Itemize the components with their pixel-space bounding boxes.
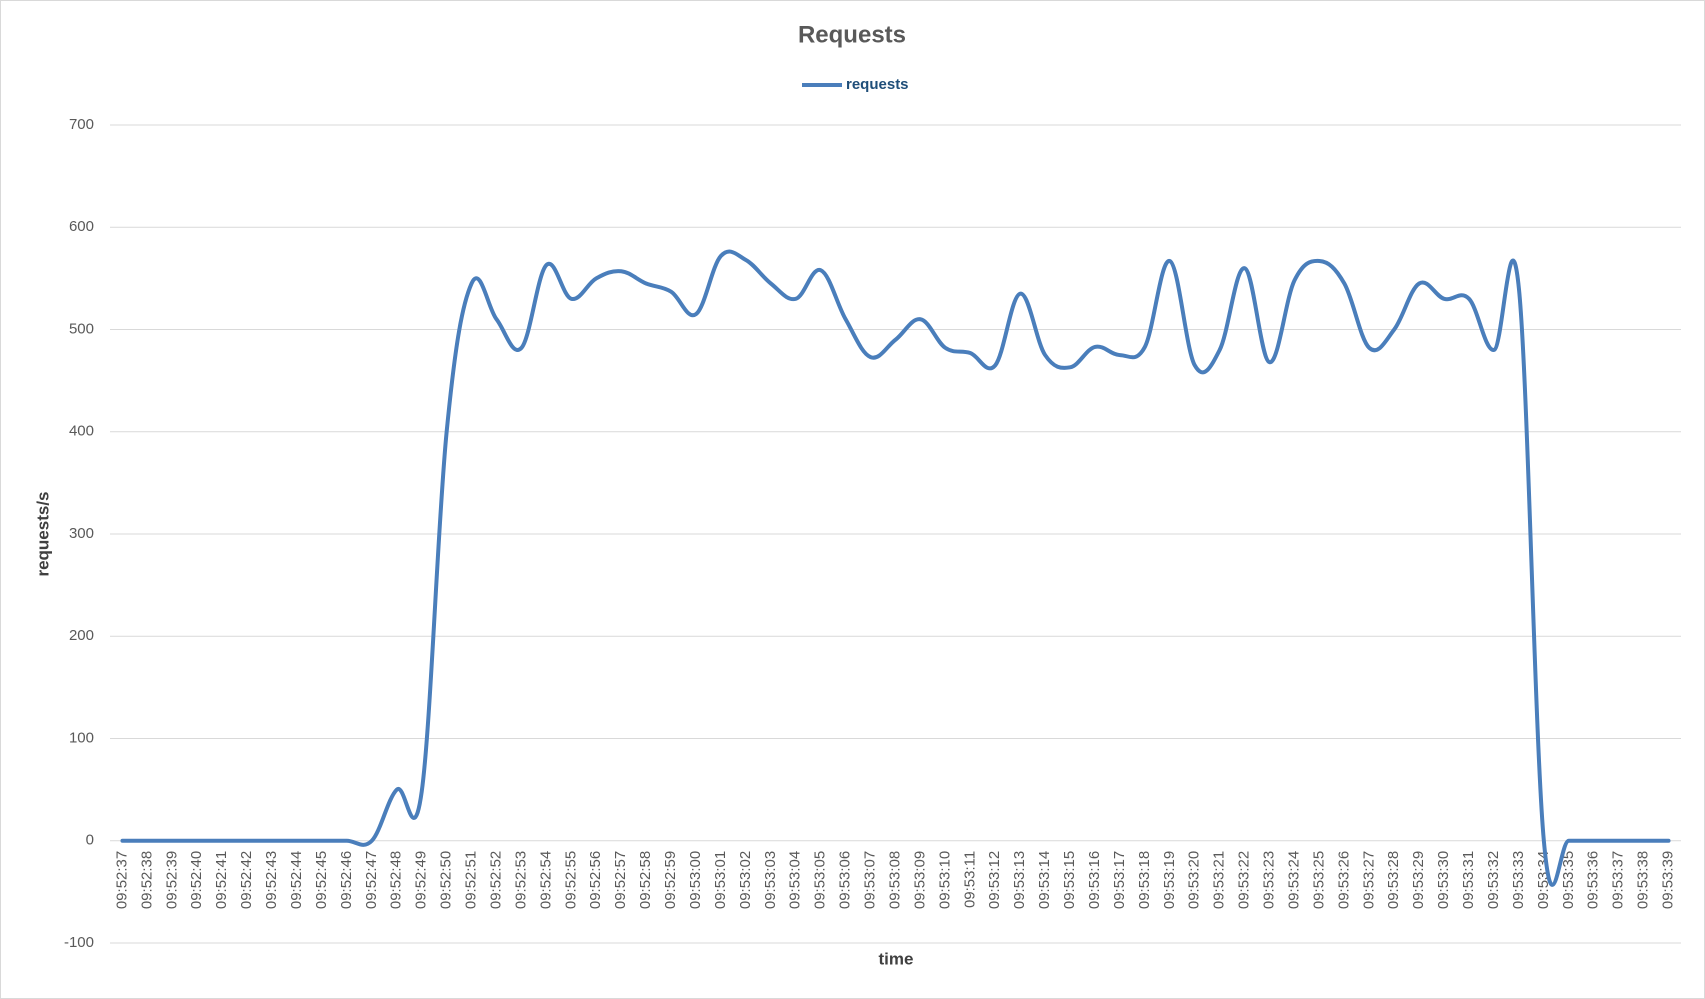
x-tick-label: 09:53:01 [712, 851, 729, 909]
x-tick-label: 09:52:52 [487, 851, 504, 909]
x-tick-label: 09:53:08 [886, 851, 903, 909]
legend-label: requests [846, 76, 909, 93]
y-tick-label: 700 [69, 116, 94, 133]
x-tick-label: 09:53:14 [1036, 851, 1053, 909]
x-tick-label: 09:53:06 [837, 851, 854, 909]
x-tick-label: 09:53:12 [986, 851, 1003, 909]
x-tick-label: 09:52:48 [388, 851, 405, 909]
x-tick-label: 09:53:39 [1660, 851, 1677, 909]
x-tick-label: 09:52:37 [113, 851, 130, 909]
x-tick-label: 09:52:40 [188, 851, 205, 909]
line-series [120, 249, 1671, 887]
x-tick-label: 09:52:47 [363, 851, 380, 909]
x-tick-label: 09:52:58 [637, 851, 654, 909]
x-tick-label: 09:52:53 [512, 851, 529, 909]
x-tick-label: 09:53:19 [1161, 851, 1178, 909]
x-tick-label: 09:52:54 [537, 851, 554, 909]
x-tick-label: 09:53:37 [1610, 851, 1627, 909]
x-tick-label: 09:53:15 [1061, 851, 1078, 909]
x-tick-label: 09:53:22 [1236, 851, 1253, 909]
x-tick-label: 09:53:16 [1086, 851, 1103, 909]
x-tick-label: 09:52:55 [562, 851, 579, 909]
x-tick-label: 09:53:35 [1560, 851, 1577, 909]
x-tick-label: 09:52:59 [662, 851, 679, 909]
x-tick-label: 09:53:17 [1111, 851, 1128, 909]
x-tick-label: 09:53:03 [762, 851, 779, 909]
x-tick-label: 09:53:05 [812, 851, 829, 909]
x-tick-label: 09:53:31 [1460, 851, 1477, 909]
x-tick-label: 09:52:46 [338, 851, 355, 909]
x-tick-label: 09:53:28 [1385, 851, 1402, 909]
x-tick-label: 09:53:32 [1485, 851, 1502, 909]
x-tick-label: 09:53:38 [1635, 851, 1652, 909]
y-tick-label: -100 [64, 934, 94, 951]
x-tick-label: 09:53:33 [1510, 851, 1527, 909]
x-axis-title: time [879, 949, 914, 968]
y-tick-label: 300 [69, 525, 94, 542]
x-tick-label: 09:52:51 [463, 851, 480, 909]
x-tick-label: 09:53:21 [1211, 851, 1228, 909]
x-tick-label: 09:53:25 [1310, 851, 1327, 909]
x-tick-label: 09:53:29 [1410, 851, 1427, 909]
x-tick-label: 09:53:13 [1011, 851, 1028, 909]
x-tick-label: 09:53:07 [862, 851, 879, 909]
x-tick-label: 09:52:38 [138, 851, 155, 909]
y-tick-label: 200 [69, 627, 94, 644]
x-tick-label: 09:53:36 [1585, 851, 1602, 909]
x-tick-label: 09:52:42 [238, 851, 255, 909]
x-tick-label: 09:53:27 [1360, 851, 1377, 909]
y-axis-title: requests/s [33, 491, 52, 576]
x-tick-label: 09:52:39 [163, 851, 180, 909]
x-tick-label: 09:53:11 [961, 851, 978, 908]
x-tick-label: 09:52:43 [263, 851, 280, 909]
y-tick-label: 500 [69, 320, 94, 337]
x-tick-label: 09:52:50 [438, 851, 455, 909]
y-tick-label: 100 [69, 729, 94, 746]
x-tick-label: 09:53:26 [1335, 851, 1352, 909]
x-tick-label: 09:53:18 [1136, 851, 1153, 909]
x-tick-label: 09:53:10 [936, 851, 953, 909]
x-tick-label: 09:52:45 [313, 851, 330, 909]
x-tick-label: 09:52:41 [213, 851, 230, 909]
x-tick-label: 09:53:02 [737, 851, 754, 909]
chart-title: Requests [798, 21, 906, 48]
x-tick-label: 09:52:44 [288, 851, 305, 909]
x-tick-label: 09:52:56 [587, 851, 604, 909]
y-tick-label: 0 [86, 832, 94, 849]
x-tick-label: 09:53:23 [1261, 851, 1278, 909]
x-tick-label: 09:53:09 [911, 851, 928, 909]
x-tick-label: 09:52:57 [612, 851, 629, 909]
x-tick-label: 09:53:04 [787, 851, 804, 909]
x-tick-label: 09:52:49 [413, 851, 430, 909]
x-tick-label: 09:53:30 [1435, 851, 1452, 909]
x-tick-label: 09:53:24 [1285, 851, 1302, 909]
x-tick-label: 09:53:20 [1186, 851, 1203, 909]
y-tick-label: 400 [69, 423, 94, 440]
y-tick-label: 600 [69, 218, 94, 235]
x-tick-label: 09:53:00 [687, 851, 704, 909]
